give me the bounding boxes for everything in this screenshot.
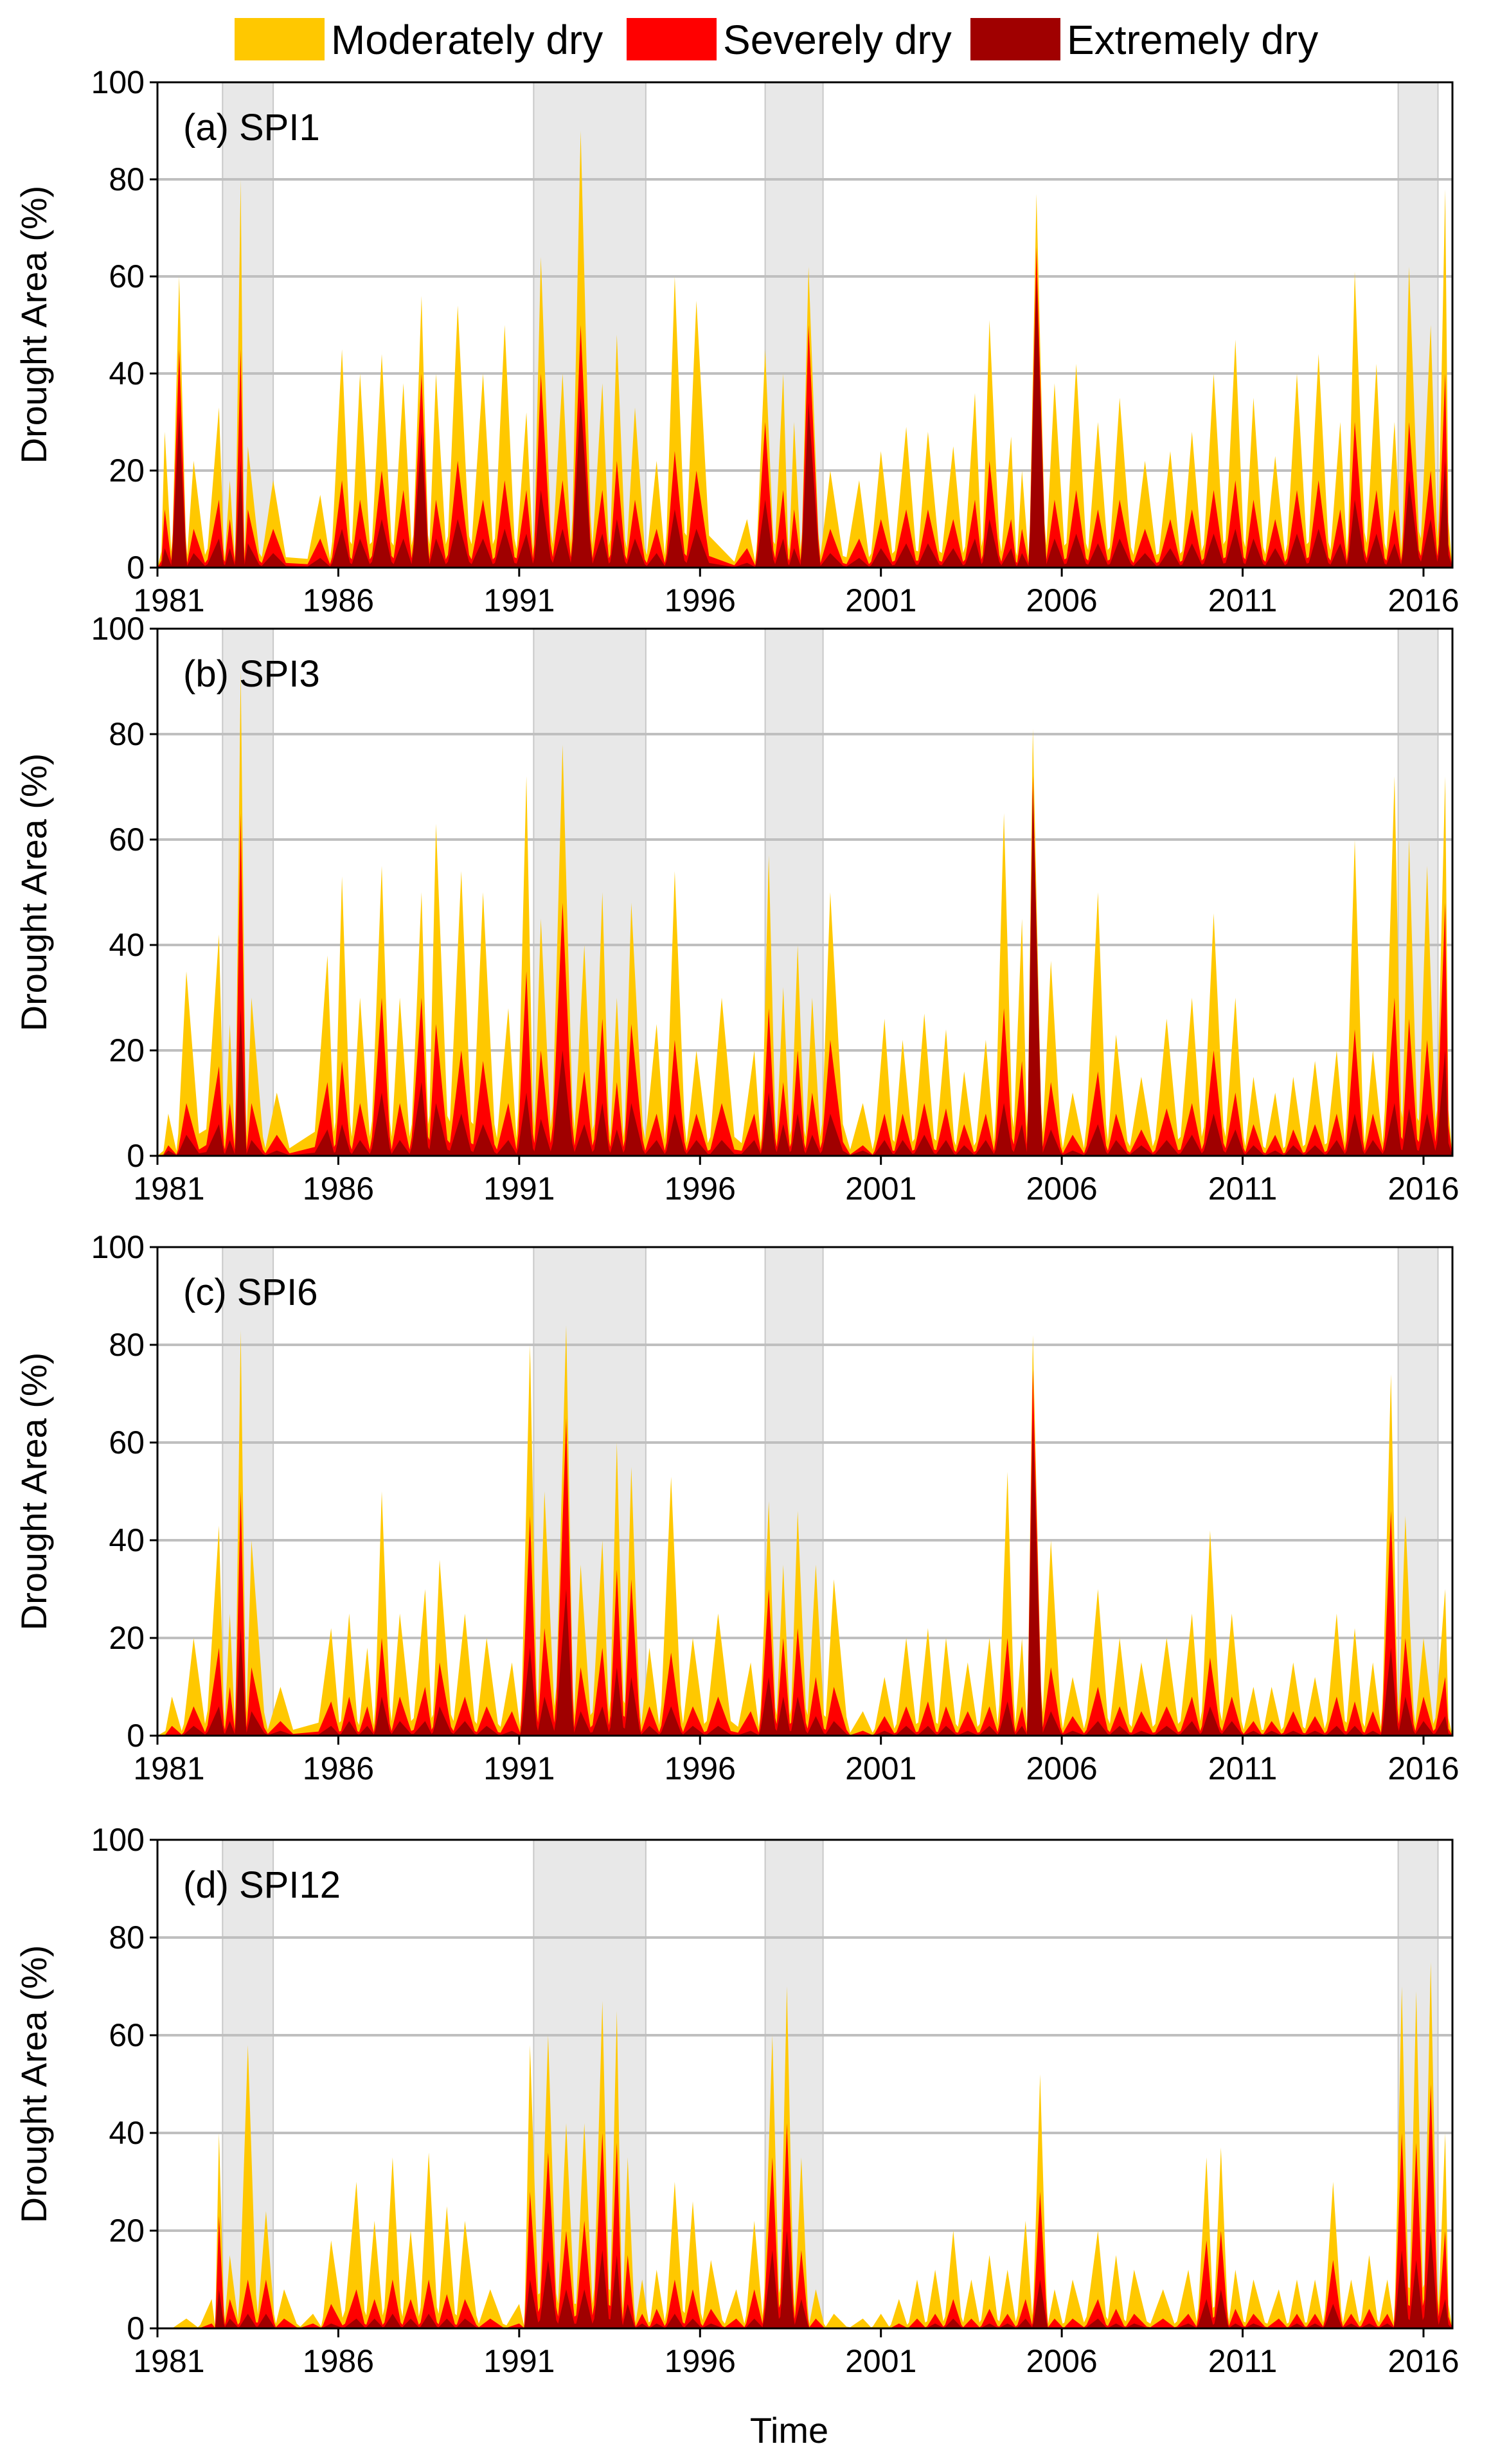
x-tick-label-1991: 1991 xyxy=(483,1171,555,1207)
x-tick-label-1991: 1991 xyxy=(483,2343,555,2379)
legend-swatch-severely-dry xyxy=(627,18,717,60)
y-tick-label-80: 80 xyxy=(109,1920,145,1956)
y-tick-label-80: 80 xyxy=(109,1327,145,1363)
x-tick-label-2011: 2011 xyxy=(1208,582,1278,618)
x-tick-label-1996: 1996 xyxy=(665,2343,736,2379)
y-tick-label-80: 80 xyxy=(109,161,145,197)
y-axis-label: Drought Area (%) xyxy=(13,1945,54,2224)
legend-label-moderately-dry: Moderately dry xyxy=(331,17,603,63)
x-tick-label-1981: 1981 xyxy=(133,1171,204,1207)
panel-title: (b) SPI3 xyxy=(183,653,320,695)
area-extremely-dry xyxy=(157,276,1452,568)
legend: Moderately dry Severely dry Extremely dr… xyxy=(235,17,1318,63)
x-tick-label-2011: 2011 xyxy=(1208,1171,1278,1207)
y-tick-label-20: 20 xyxy=(109,453,145,489)
y-tick-label-80: 80 xyxy=(109,716,145,752)
panel-spi3: 0 20 40 60 80 100 1981 1986 1991 1996 2001 2006 2011… xyxy=(13,611,1460,1207)
x-tick-label-2001: 2001 xyxy=(845,1750,916,1786)
x-tick-label-2001: 2001 xyxy=(845,2343,916,2379)
legend-swatch-extremely-dry xyxy=(970,18,1060,60)
x-tick-label-2006: 2006 xyxy=(1026,2343,1098,2379)
area-moderately-dry xyxy=(157,1962,1452,2328)
x-tick-label-1986: 1986 xyxy=(303,2343,374,2379)
y-tick-label-40: 40 xyxy=(109,355,145,391)
x-tick-label-2001: 2001 xyxy=(845,582,916,618)
panel-title: (c) SPI6 xyxy=(183,1272,318,1313)
y-tick-label-0: 0 xyxy=(127,2310,145,2346)
y-axis-label: Drought Area (%) xyxy=(13,753,54,1032)
x-tick-label-2006: 2006 xyxy=(1026,1171,1098,1207)
legend-label-severely-dry: Severely dry xyxy=(723,17,952,63)
y-tick-label-20: 20 xyxy=(109,2213,145,2249)
shaded-period-2 xyxy=(533,82,647,568)
x-tick-label-2006: 2006 xyxy=(1026,582,1098,618)
y-tick-label-20: 20 xyxy=(109,1032,145,1068)
x-tick-label-1981: 1981 xyxy=(133,1750,204,1786)
panel-spi12: 0 20 40 60 80 100 1981 1986 1991 1996 2001 2006 2011… xyxy=(13,1822,1460,2379)
plot-frame xyxy=(156,627,1454,1157)
x-tick-label-2011: 2011 xyxy=(1208,1750,1278,1786)
x-tick-label-2016: 2016 xyxy=(1388,1171,1459,1207)
x-axis-title: Time xyxy=(750,2410,828,2451)
panel-spi6: 0 20 40 60 80 100 1981 1986 1991 1996 2001 2006 2011… xyxy=(13,1229,1460,1786)
x-tick-label-2001: 2001 xyxy=(845,1171,916,1207)
x-tick-label-2016: 2016 xyxy=(1388,1750,1459,1786)
y-tick-label-60: 60 xyxy=(109,2017,145,2053)
y-tick-label-60: 60 xyxy=(109,1425,145,1461)
area-moderately-dry xyxy=(157,130,1452,568)
x-tick-label-1996: 1996 xyxy=(665,1750,736,1786)
y-tick-label-20: 20 xyxy=(109,1620,145,1656)
y-tick-label-100: 100 xyxy=(91,1229,145,1265)
x-tick-label-1981: 1981 xyxy=(133,2343,204,2379)
x-tick-label-1996: 1996 xyxy=(665,1171,736,1207)
y-tick-label-100: 100 xyxy=(91,64,145,100)
x-tick-label-2016: 2016 xyxy=(1388,582,1459,618)
x-tick-label-2006: 2006 xyxy=(1026,1750,1098,1786)
x-tick-label-1991: 1991 xyxy=(483,582,555,618)
area-moderately-dry xyxy=(157,670,1452,1156)
y-tick-label-0: 0 xyxy=(127,550,145,586)
x-tick-label-1986: 1986 xyxy=(303,582,374,618)
y-axis-label: Drought Area (%) xyxy=(13,1353,54,1631)
x-tick-label-1996: 1996 xyxy=(665,582,736,618)
x-tick-label-1986: 1986 xyxy=(303,1171,374,1207)
panel-title: (d) SPI12 xyxy=(183,1864,341,1906)
x-tick-label-1986: 1986 xyxy=(303,1750,374,1786)
y-tick-label-100: 100 xyxy=(91,1822,145,1858)
y-tick-label-40: 40 xyxy=(109,927,145,963)
panel-spi1: 0 20 40 60 80 100 1981 1986 1991 1996 2001 2006 2011… xyxy=(13,64,1460,618)
plot-frame xyxy=(156,1839,1454,2330)
plot-frame xyxy=(156,1246,1454,1737)
y-tick-label-0: 0 xyxy=(127,1138,145,1174)
y-axis-label: Drought Area (%) xyxy=(13,186,54,464)
x-tick-label-2011: 2011 xyxy=(1208,2343,1278,2379)
x-tick-label-2016: 2016 xyxy=(1388,2343,1459,2379)
legend-label-extremely-dry: Extremely dry xyxy=(1067,17,1318,63)
x-tick-label-1991: 1991 xyxy=(483,1750,555,1786)
y-tick-label-60: 60 xyxy=(109,822,145,858)
y-tick-label-100: 100 xyxy=(91,611,145,647)
y-tick-label-40: 40 xyxy=(109,2115,145,2151)
y-tick-label-60: 60 xyxy=(109,258,145,294)
legend-swatch-moderately-dry xyxy=(235,18,325,60)
plot-frame xyxy=(156,81,1454,569)
y-tick-label-0: 0 xyxy=(127,1718,145,1754)
panel-title: (a) SPI1 xyxy=(183,107,320,148)
x-tick-label-1981: 1981 xyxy=(133,582,204,618)
y-tick-label-40: 40 xyxy=(109,1522,145,1558)
